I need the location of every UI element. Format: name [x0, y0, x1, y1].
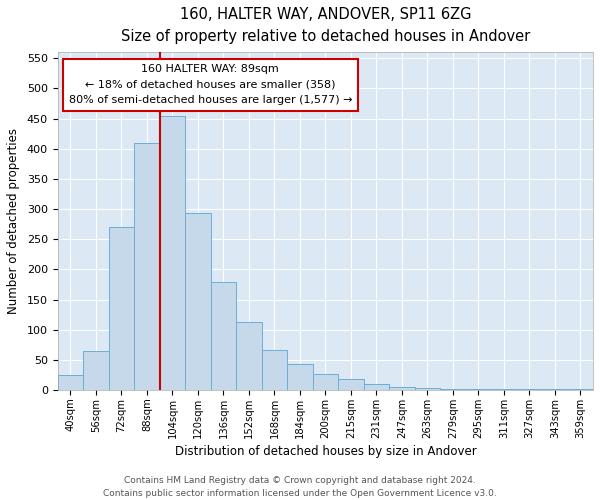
Y-axis label: Number of detached properties: Number of detached properties: [7, 128, 20, 314]
Bar: [262, 350, 287, 390]
Bar: [185, 214, 211, 390]
Text: 160 HALTER WAY: 89sqm
← 18% of detached houses are smaller (358)
80% of semi-det: 160 HALTER WAY: 89sqm ← 18% of detached …: [68, 64, 352, 106]
Bar: [440, 389, 466, 390]
Bar: [134, 142, 160, 390]
Bar: [313, 374, 338, 390]
Bar: [109, 227, 134, 390]
Bar: [160, 116, 185, 390]
Bar: [287, 364, 313, 390]
Bar: [58, 375, 83, 390]
Bar: [338, 379, 364, 390]
Bar: [236, 322, 262, 390]
Bar: [389, 387, 415, 390]
X-axis label: Distribution of detached houses by size in Andover: Distribution of detached houses by size …: [175, 445, 476, 458]
Bar: [211, 282, 236, 390]
Bar: [415, 388, 440, 390]
Text: Contains HM Land Registry data © Crown copyright and database right 2024.
Contai: Contains HM Land Registry data © Crown c…: [103, 476, 497, 498]
Bar: [364, 384, 389, 390]
Bar: [83, 351, 109, 390]
Title: 160, HALTER WAY, ANDOVER, SP11 6ZG
Size of property relative to detached houses : 160, HALTER WAY, ANDOVER, SP11 6ZG Size …: [121, 7, 530, 44]
